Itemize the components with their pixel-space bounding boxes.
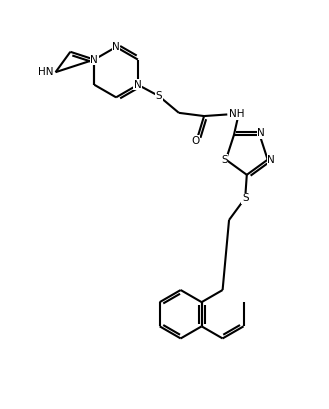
Text: N: N (90, 54, 98, 65)
Text: NH: NH (229, 110, 244, 119)
Text: S: S (242, 193, 248, 203)
Text: S: S (156, 91, 162, 101)
Text: N: N (112, 42, 120, 52)
Text: N: N (267, 155, 275, 165)
Text: N: N (134, 80, 142, 90)
Text: HN: HN (38, 67, 54, 77)
Text: O: O (191, 136, 199, 146)
Text: S: S (221, 155, 228, 165)
Text: N: N (257, 128, 265, 139)
